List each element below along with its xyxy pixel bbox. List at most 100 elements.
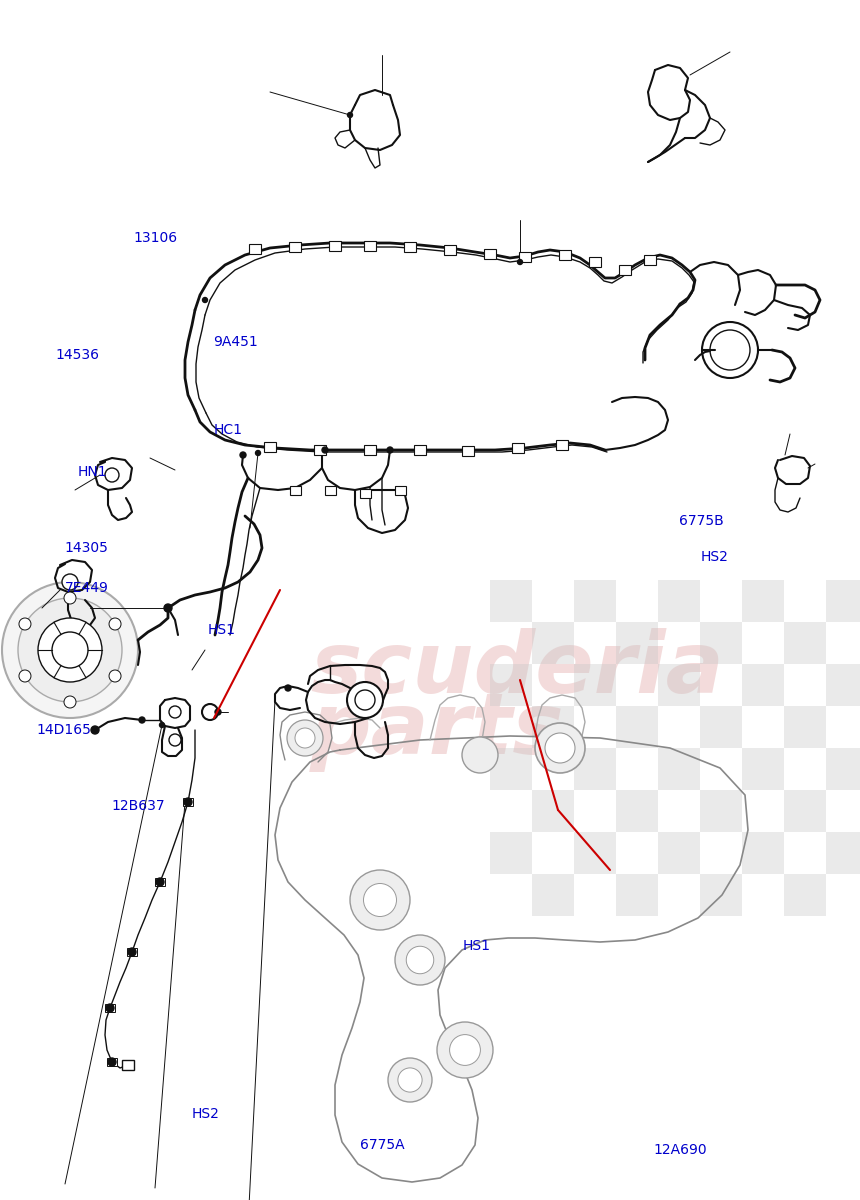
Circle shape <box>184 798 192 806</box>
Circle shape <box>387 446 393 452</box>
Bar <box>359 488 371 498</box>
Circle shape <box>240 452 246 458</box>
Bar <box>404 242 416 252</box>
Bar <box>329 241 341 251</box>
Circle shape <box>398 1068 422 1092</box>
Text: HC1: HC1 <box>213 422 243 437</box>
Circle shape <box>109 618 121 630</box>
Bar <box>616 706 658 748</box>
Circle shape <box>710 330 750 370</box>
Bar <box>589 257 601 266</box>
Bar <box>658 748 700 790</box>
Bar <box>532 622 574 664</box>
Bar <box>122 1060 134 1070</box>
Bar <box>559 250 571 260</box>
Bar <box>462 446 474 456</box>
Circle shape <box>702 322 758 378</box>
Circle shape <box>156 878 164 886</box>
Circle shape <box>52 632 88 668</box>
Circle shape <box>105 468 119 482</box>
Bar <box>658 664 700 706</box>
Text: 14D165: 14D165 <box>36 722 91 737</box>
Bar <box>616 874 658 916</box>
Text: 14305: 14305 <box>64 541 108 556</box>
Bar <box>107 1058 117 1066</box>
Bar <box>532 706 574 748</box>
Bar <box>658 580 700 622</box>
Text: HN1: HN1 <box>77 464 107 479</box>
Circle shape <box>347 113 353 118</box>
Bar <box>264 442 276 452</box>
Circle shape <box>388 1058 432 1102</box>
Bar <box>784 706 826 748</box>
Bar <box>742 748 784 790</box>
Bar <box>658 832 700 874</box>
Circle shape <box>255 450 261 456</box>
Circle shape <box>62 574 78 590</box>
Bar <box>490 580 532 622</box>
Text: 6775B: 6775B <box>679 514 724 528</box>
Circle shape <box>109 670 121 682</box>
Text: 6775A: 6775A <box>360 1138 405 1152</box>
Bar <box>290 486 300 494</box>
Bar <box>490 664 532 706</box>
Bar <box>364 445 376 455</box>
Bar <box>444 245 456 254</box>
Circle shape <box>285 685 291 691</box>
Text: 13106: 13106 <box>133 230 177 245</box>
Bar <box>826 832 860 874</box>
Text: parts: parts <box>310 689 565 772</box>
Bar <box>574 832 616 874</box>
Bar <box>826 748 860 790</box>
Bar <box>414 445 426 455</box>
Circle shape <box>169 706 181 718</box>
Text: 12A690: 12A690 <box>654 1142 707 1157</box>
Circle shape <box>437 1022 493 1078</box>
Bar <box>519 252 531 262</box>
Bar <box>826 664 860 706</box>
Bar <box>395 486 406 494</box>
Bar <box>155 878 165 886</box>
Bar <box>616 622 658 664</box>
Bar <box>784 790 826 832</box>
Circle shape <box>139 716 145 722</box>
Circle shape <box>106 1004 114 1012</box>
Bar <box>512 443 524 452</box>
Bar <box>127 948 137 956</box>
Text: 14536: 14536 <box>56 348 100 362</box>
Circle shape <box>518 259 523 264</box>
Circle shape <box>450 1034 481 1066</box>
Bar <box>826 580 860 622</box>
Circle shape <box>159 722 164 727</box>
Bar <box>742 832 784 874</box>
Bar <box>484 248 496 259</box>
Circle shape <box>91 726 99 734</box>
Bar <box>784 874 826 916</box>
Circle shape <box>355 690 375 710</box>
Circle shape <box>18 598 122 702</box>
Bar <box>742 664 784 706</box>
Circle shape <box>164 604 172 612</box>
Bar <box>700 622 742 664</box>
Circle shape <box>19 618 31 630</box>
Text: HS2: HS2 <box>701 550 728 564</box>
Bar <box>324 486 335 494</box>
Circle shape <box>535 722 585 773</box>
Circle shape <box>2 582 138 718</box>
Text: 9A451: 9A451 <box>213 335 258 349</box>
Bar <box>105 1004 115 1012</box>
Circle shape <box>38 618 102 682</box>
Text: scuderia: scuderia <box>310 629 724 712</box>
Circle shape <box>202 704 218 720</box>
Circle shape <box>169 734 181 746</box>
Circle shape <box>202 298 207 302</box>
Text: 7E449: 7E449 <box>64 581 108 595</box>
Bar <box>700 874 742 916</box>
Bar <box>784 622 826 664</box>
Circle shape <box>347 682 383 718</box>
Circle shape <box>462 737 498 773</box>
Circle shape <box>322 446 328 452</box>
Circle shape <box>19 670 31 682</box>
Bar <box>490 748 532 790</box>
Circle shape <box>545 733 575 763</box>
